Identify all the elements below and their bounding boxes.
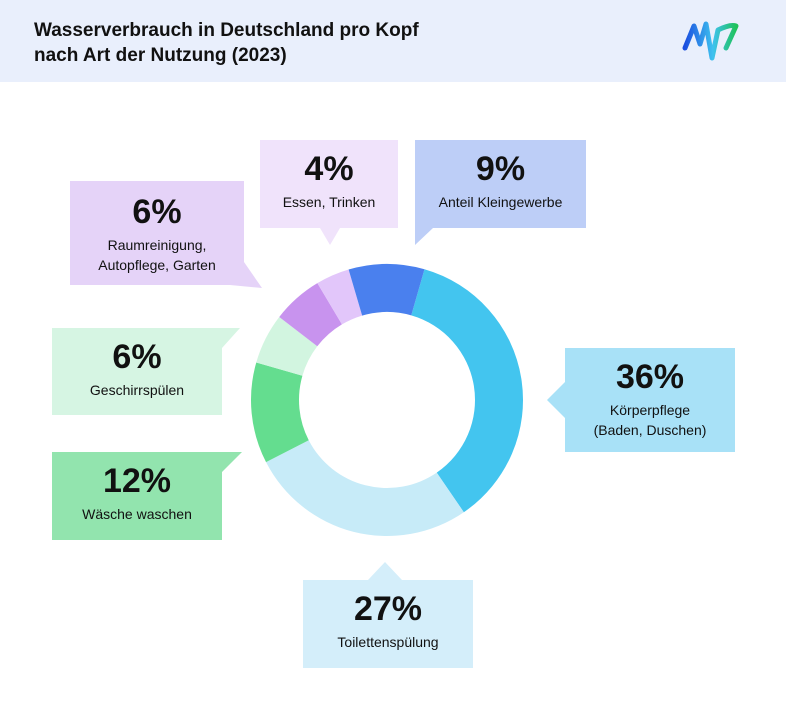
donut-slice	[256, 317, 318, 376]
callout-raumreinigung: 6% Raumreinigung, Autopflege, Garten	[70, 193, 244, 275]
category-label: Raumreinigung,	[107, 237, 207, 253]
data-label: 12%	[102, 462, 172, 500]
category-label-2: Autopflege, Garten	[98, 257, 216, 273]
category-label: Essen, Trinken	[282, 194, 376, 210]
callout-toilettenspuelung: 27% Toilettenspülung	[303, 590, 473, 652]
category-label: Geschirrspülen	[89, 382, 185, 398]
category-label: Körperpflege	[609, 402, 691, 418]
title-line-1: Wasserverbrauch in Deutschland pro Kopf	[34, 20, 419, 41]
callout-waesche: 12% Wäsche waschen	[52, 462, 222, 524]
data-label: 36%	[615, 358, 685, 396]
callout-box	[260, 140, 398, 245]
category-label: Anteil Kleingewerbe	[438, 194, 563, 210]
callout-box	[52, 328, 240, 415]
data-label: 9%	[475, 150, 526, 188]
callout-box	[547, 348, 735, 452]
donut-slice	[266, 440, 464, 536]
category-label: Wäsche waschen	[82, 506, 192, 522]
callout-box	[303, 562, 473, 668]
chart-title: Wasserverbrauch in Deutschland pro Kopf …	[34, 18, 534, 68]
data-label: 6%	[112, 338, 162, 376]
callout-essen: 4% Essen, Trinken	[260, 150, 398, 212]
category-label-2: (Baden, Duschen)	[593, 422, 707, 438]
data-label: 4%	[304, 150, 354, 188]
callout-box	[415, 140, 586, 245]
callout-koerperpflege: 36% Körperpflege (Baden, Duschen)	[565, 358, 735, 440]
callout-box	[70, 181, 262, 288]
callout-geschirr: 6% Geschirrspülen	[52, 338, 222, 400]
header: Wasserverbrauch in Deutschland pro Kopf …	[0, 0, 786, 82]
callout-kleingewerbe: 9% Anteil Kleingewerbe	[415, 150, 586, 212]
category-label: Toilettenspülung	[337, 634, 439, 650]
donut-slice	[348, 264, 425, 316]
donut-slice	[279, 283, 342, 347]
donut-slice	[411, 269, 523, 513]
brand-logo-icon	[682, 21, 739, 61]
donut-slice	[251, 362, 309, 463]
title-line-2: nach Art der Nutzung (2023)	[34, 45, 287, 66]
callout-box	[52, 452, 242, 540]
data-label: 27%	[353, 590, 423, 628]
data-label: 6%	[132, 193, 182, 231]
donut-slice	[317, 269, 363, 325]
